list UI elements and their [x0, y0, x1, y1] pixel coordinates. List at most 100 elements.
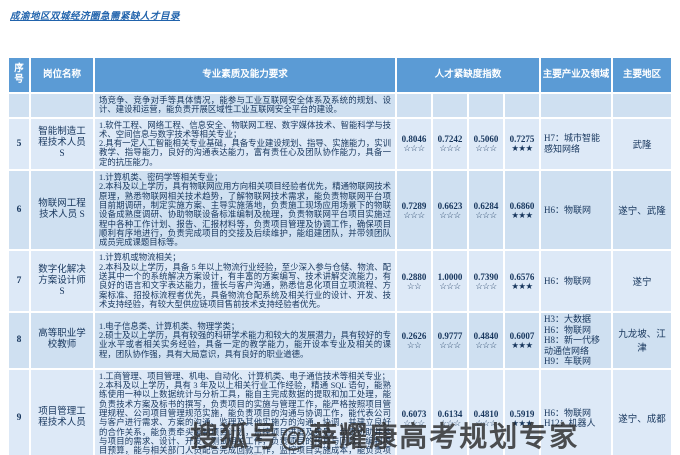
star-rating: ☆☆ — [406, 339, 422, 350]
requirements-text: 1.计算机类、密码学等相关专业； 2.本科及以上学历，具有物联网应用方向相关项目… — [95, 171, 395, 250]
star-rating: ★★★ — [511, 143, 533, 154]
star-rating: ☆☆ — [406, 280, 422, 291]
table-row: 8 高等职业学校教师 1.电子信息类、计算机类、物理学类； 2.硕士及以上学历，… — [9, 313, 672, 368]
shortage-index-cell-2: 0.9777 ☆☆☆ — [433, 313, 467, 368]
index-value: 0.4810 — [473, 408, 499, 419]
col-header-position: 岗位名称 — [31, 58, 93, 92]
row-number: 5 — [9, 118, 29, 170]
index-value: 0.5060 — [473, 134, 499, 145]
index-value: 0.5919 — [509, 408, 535, 419]
shortage-index-cell-1 — [397, 94, 431, 117]
index-value: 0.7242 — [437, 134, 463, 145]
shortage-index-cell-2: 0.6623 ☆☆☆ — [433, 171, 467, 250]
star-rating: ☆☆☆ — [403, 417, 425, 428]
shortage-index-cell-3: 0.7390 ☆☆☆ — [469, 251, 503, 312]
row-number — [9, 94, 29, 117]
shortage-index-cell-1: 0.7289 ☆☆☆ — [397, 171, 431, 250]
star-rating: ★★★ — [511, 417, 533, 428]
shortage-index-cell-2: 0.6134 ☆☆☆ — [433, 369, 467, 455]
region-cell: 遂宁、武隆 — [613, 171, 672, 250]
industry-cell: H3：大数据 H6：物联网 H8：新一代移动通信网络 H9：车联网 — [541, 313, 612, 368]
region-cell — [613, 94, 672, 117]
index-value: 0.6860 — [509, 200, 535, 211]
index-value: 0.2626 — [401, 330, 427, 341]
industry-cell: H6：物联网 — [541, 251, 612, 312]
shortage-index-cell-3: 0.4810 ☆☆☆ — [469, 369, 503, 455]
col-header-no: 序号 — [9, 58, 29, 92]
star-rating: ☆☆☆ — [475, 143, 497, 154]
index-value: 0.6576 — [509, 271, 535, 282]
table-body: 场竞争、竞争对手等具体情况，能参与工业互联网安全体系及系统的规划、设计、建设和运… — [9, 94, 672, 455]
shortage-index-cell-4: 0.5919 ★★★ — [505, 369, 540, 455]
table-row: 5 智能制造工程技术人员 S 1.软件工程、网络工程、信息安全、物联网工程、数字… — [9, 118, 672, 170]
position-name: 智能制造工程技术人员 S — [31, 118, 93, 170]
region-cell: 遂宁、成都 — [613, 369, 672, 455]
index-value: 1.0000 — [437, 271, 463, 282]
shortage-index-cell-1: 0.6073 ☆☆☆ — [397, 369, 431, 455]
requirements-text: 1.工商管理、项目管理、机电、自动化、计算机类、电子通信技术等相关专业； 2.本… — [95, 369, 395, 455]
requirements-text: 1.软件工程、网络工程、信息安全、物联网工程、数字媒体技术、智能科学与技术、空间… — [95, 118, 395, 170]
col-header-requirements: 专业素质及能力要求 — [95, 58, 395, 92]
star-rating: ☆☆☆ — [439, 143, 461, 154]
table-row: 6 物联网工程技术人员 S 1.计算机类、密码学等相关专业； 2.本科及以上学历… — [9, 171, 672, 250]
shortage-index-cell-2: 1.0000 ☆☆☆ — [433, 251, 467, 312]
position-name: 数字化解决方案设计师 S — [31, 251, 93, 312]
index-value: 0.6623 — [437, 200, 463, 211]
region-cell: 遂宁 — [613, 251, 672, 312]
star-rating: ★★★ — [511, 209, 533, 220]
requirements-text: 1.电子信息类、计算机类、物理学类； 2.硕士及以上学历，具有较强的科研学术能力… — [95, 313, 395, 368]
industry-cell: H6：物联网 H12：机器人 — [541, 369, 612, 455]
star-rating: ☆☆☆ — [403, 143, 425, 154]
table-row: 7 数字化解决方案设计师 S 1.计算机或物流相关； 2.本科及以上学历，具备 … — [9, 251, 672, 312]
industry-cell — [541, 94, 612, 117]
row-number: 6 — [9, 171, 29, 250]
table-row: 9 项目管理工程技术人员 1.工商管理、项目管理、机电、自动化、计算机类、电子通… — [9, 369, 672, 455]
shortage-index-cell-3: 0.5060 ☆☆☆ — [469, 118, 503, 170]
index-value: 0.7275 — [509, 134, 535, 145]
star-rating: ☆☆☆ — [475, 280, 497, 291]
index-value: 0.4840 — [473, 330, 499, 341]
requirements-text: 1.计算机或物流相关； 2.本科及以上学历，具备 5 年以上物流行业经验，至少深… — [95, 251, 395, 312]
index-value: 0.6073 — [401, 408, 427, 419]
shortage-index-cell-3 — [469, 94, 503, 117]
shortage-index-cell-2: 0.7242 ☆☆☆ — [433, 118, 467, 170]
star-rating: ☆☆☆ — [403, 209, 425, 220]
star-rating: ☆☆☆ — [439, 417, 461, 428]
col-header-region: 主要地区 — [613, 58, 672, 92]
index-value: 0.2880 — [401, 271, 427, 282]
industry-cell: H7：城市智能感知网络 — [541, 118, 612, 170]
region-cell: 九龙坡、江津 — [613, 313, 672, 368]
star-rating: ☆☆☆ — [475, 339, 497, 350]
col-header-industry: 主要产业及领域 — [541, 58, 612, 92]
index-value: 0.7390 — [473, 271, 499, 282]
table-row: 场竞争、竞争对手等具体情况，能参与工业互联网安全体系及系统的规划、设计、建设和运… — [9, 94, 672, 117]
star-rating: ☆☆☆ — [475, 417, 497, 428]
shortage-index-cell-4: 0.6007 ★★★ — [505, 313, 540, 368]
index-value: 0.6284 — [473, 200, 499, 211]
watermark-text: 搜狐号@薛耀康高考规划专家 — [190, 421, 580, 452]
shortage-index-cell-3: 0.6284 ☆☆☆ — [469, 171, 503, 250]
shortage-index-cell-1: 0.2880 ☆☆ — [397, 251, 431, 312]
shortage-index-cell-4: 0.6576 ★★★ — [505, 251, 540, 312]
position-name: 物联网工程技术人员 S — [31, 171, 93, 250]
shortage-index-cell-3: 0.4840 ☆☆☆ — [469, 313, 503, 368]
shortage-index-cell-2 — [433, 94, 467, 117]
row-number: 9 — [9, 369, 29, 455]
col-header-shortage-index: 人才紧缺度指数 — [397, 58, 540, 92]
index-value: 0.8046 — [401, 134, 427, 145]
row-number: 7 — [9, 251, 29, 312]
star-rating: ★★★ — [511, 339, 533, 350]
shortage-index-cell-1: 0.2626 ☆☆ — [397, 313, 431, 368]
document-title: 成渝地区双城经济圈急需紧缺人才目录 — [10, 12, 181, 22]
position-name: 项目管理工程技术人员 — [31, 369, 93, 455]
index-value: 0.7289 — [401, 200, 427, 211]
star-rating: ☆☆☆ — [439, 339, 461, 350]
star-rating: ☆☆☆ — [439, 280, 461, 291]
star-rating: ☆☆☆ — [439, 209, 461, 220]
header-row: 序号 岗位名称 专业素质及能力要求 人才紧缺度指数 主要产业及领域 主要地区 — [9, 58, 672, 92]
talent-shortage-table: 序号 岗位名称 专业素质及能力要求 人才紧缺度指数 主要产业及领域 主要地区 场… — [7, 56, 673, 455]
table-header: 序号 岗位名称 专业素质及能力要求 人才紧缺度指数 主要产业及领域 主要地区 — [9, 58, 672, 92]
shortage-index-cell-1: 0.8046 ☆☆☆ — [397, 118, 431, 170]
shortage-index-cell-4 — [505, 94, 540, 117]
